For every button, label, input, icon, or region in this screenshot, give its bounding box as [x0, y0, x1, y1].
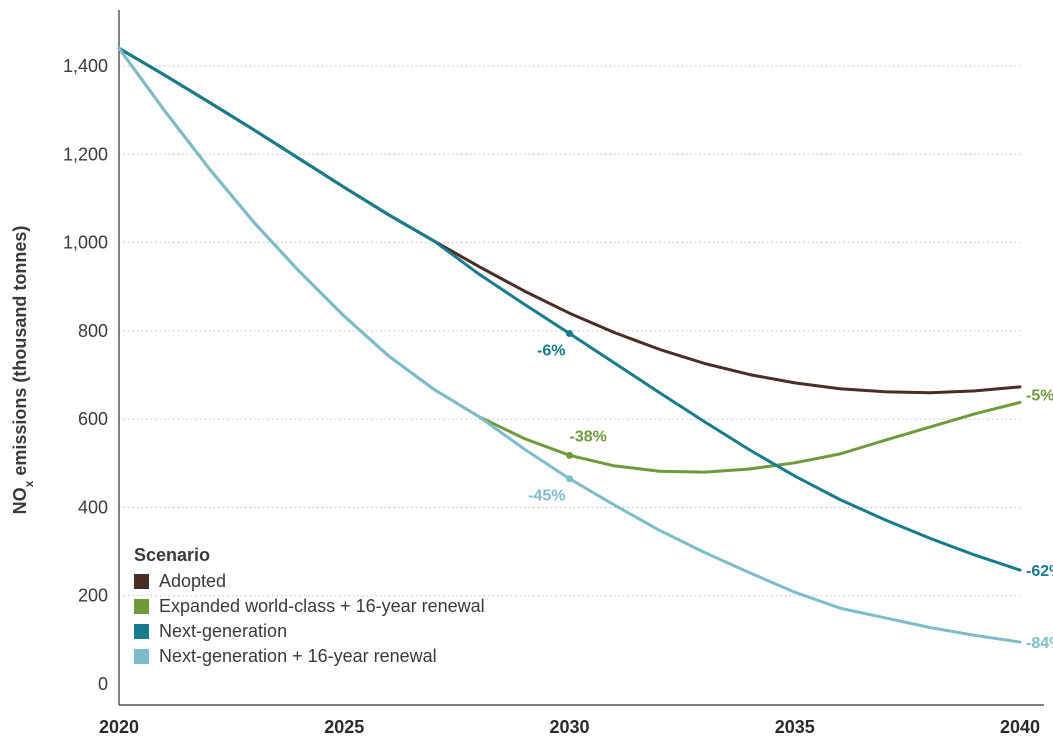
annotation-marker [566, 475, 573, 483]
x-tick-label: 2020 [99, 717, 139, 737]
series-line-1 [117, 46, 1022, 474]
y-axis-title-main: NO [10, 487, 30, 514]
annotations: -6% -38% -45% -5% -62% -84% [528, 330, 1053, 652]
series [117, 46, 1022, 644]
legend-label: Next-generation [159, 621, 287, 641]
legend-swatch [134, 574, 149, 589]
annotation-label: -84% [1026, 635, 1053, 652]
y-axis-title-subscript: x [22, 480, 36, 487]
y-tick-label: 400 [78, 497, 108, 517]
y-tick-label: 800 [78, 321, 108, 341]
x-tick-label: 2040 [1000, 717, 1040, 737]
legend-label: Expanded world-class + 16-year renewal [159, 596, 485, 616]
series-line-2 [117, 46, 1022, 572]
y-tick-label: 0 [98, 674, 108, 694]
annotation-marker [566, 330, 573, 338]
legend: Scenario Adopted Expanded world-class + 1… [134, 545, 485, 666]
x-tick-label: 2030 [549, 717, 589, 737]
legend-swatch [134, 599, 149, 614]
legend-swatch [134, 649, 149, 664]
legend-label: Adopted [159, 571, 226, 591]
x-tick-label: 2035 [775, 717, 815, 737]
annotation-label: -5% [1026, 387, 1053, 404]
y-tick-label: 1,400 [63, 56, 108, 76]
y-tick-label: 600 [78, 409, 108, 429]
annotation-label: -6% [537, 343, 565, 360]
y-tick-label: 1,200 [63, 144, 108, 164]
series-line-3 [117, 46, 1022, 644]
legend-title: Scenario [134, 545, 210, 565]
y-axis-title-rest: emissions (thousand tonnes) [10, 226, 30, 481]
axes [118, 10, 1044, 706]
y-tick-label: 200 [78, 586, 108, 606]
x-tick-labels: 2020 2025 2030 2035 2040 [99, 717, 1040, 737]
y-tick-label: 1,000 [63, 233, 108, 253]
legend-label: Next-generation + 16-year renewal [159, 646, 437, 666]
y-axis-title: NOx emissions (thousand tonnes) [10, 226, 36, 515]
x-tick-label: 2025 [324, 717, 364, 737]
annotation-marker [566, 451, 573, 459]
legend-swatch [134, 624, 149, 639]
annotation-label: -45% [528, 488, 565, 505]
y-tick-labels: 0 200 400 600 800 1,000 1,200 1,400 [63, 56, 108, 694]
annotation-label: -38% [570, 428, 607, 445]
annotation-label: -62% [1026, 563, 1053, 580]
